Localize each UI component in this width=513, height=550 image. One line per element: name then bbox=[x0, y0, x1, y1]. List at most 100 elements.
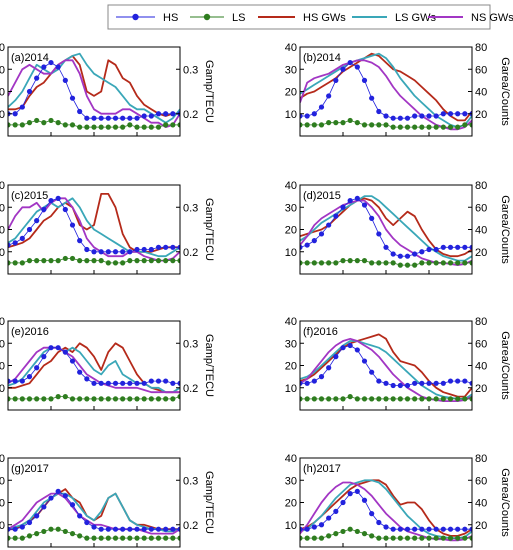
point-hs bbox=[55, 64, 61, 70]
y-right-tick-label: 60 bbox=[475, 202, 487, 214]
point-ls bbox=[447, 260, 454, 266]
point-ls bbox=[112, 396, 119, 402]
y-right-tick-label: 20 bbox=[475, 383, 487, 395]
y-left-tick-label: 10 bbox=[285, 383, 297, 395]
point-ls bbox=[55, 394, 61, 400]
series-line-hs-gws bbox=[8, 488, 180, 531]
point-ls bbox=[354, 528, 360, 535]
legend-item-hs-gws: HS GWs bbox=[258, 12, 346, 24]
point-ls bbox=[300, 122, 303, 128]
point-ls bbox=[77, 533, 83, 539]
point-hs bbox=[369, 511, 375, 517]
point-ls bbox=[369, 396, 375, 402]
point-ls bbox=[148, 396, 154, 402]
legend-item-hs: HS bbox=[116, 12, 178, 24]
point-hs bbox=[77, 238, 83, 244]
plot-area bbox=[300, 333, 472, 403]
point-ls bbox=[469, 535, 472, 541]
point-ls bbox=[91, 535, 97, 541]
point-hs bbox=[98, 380, 104, 386]
point-hs bbox=[383, 380, 389, 386]
point-ls bbox=[447, 535, 454, 541]
point-hs bbox=[148, 246, 154, 253]
point-hs bbox=[155, 378, 162, 384]
point-ls bbox=[311, 122, 317, 128]
point-ls bbox=[177, 535, 180, 541]
point-ls bbox=[426, 396, 432, 402]
point-hs bbox=[469, 244, 472, 250]
legend-item-ls-gws: LS GWs bbox=[352, 12, 436, 24]
point-ls bbox=[77, 258, 83, 264]
point-hs bbox=[170, 111, 176, 117]
point-hs bbox=[354, 488, 360, 494]
y-right-tick-label: 0.2 bbox=[183, 520, 198, 532]
point-hs bbox=[127, 249, 133, 255]
point-hs bbox=[91, 380, 97, 386]
point-ls bbox=[112, 124, 119, 130]
y-right-axis-label: Gamp/TECU bbox=[203, 198, 215, 261]
y-right-axis-label: Garea/Counts bbox=[499, 57, 511, 126]
point-ls bbox=[318, 535, 325, 541]
point-ls bbox=[105, 535, 111, 541]
y-left-tick-label: 40 bbox=[285, 180, 297, 192]
point-ls bbox=[12, 535, 18, 541]
point-hs bbox=[333, 77, 339, 83]
point-ls bbox=[141, 396, 147, 402]
point-ls bbox=[26, 533, 33, 539]
point-ls bbox=[300, 396, 303, 402]
point-ls bbox=[304, 396, 310, 402]
point-ls bbox=[404, 124, 411, 130]
panel-label: (a)2014 bbox=[11, 52, 49, 64]
point-hs bbox=[62, 493, 68, 499]
panel-label: (d)2015 bbox=[303, 190, 341, 202]
series-line-hs-gws bbox=[8, 192, 180, 253]
y-left-tick-label: 10 bbox=[285, 109, 297, 121]
point-ls bbox=[404, 262, 411, 268]
panel-label: (h)2017 bbox=[303, 463, 341, 475]
point-ls bbox=[91, 124, 97, 130]
point-hs bbox=[447, 378, 454, 384]
panel-d: 10 20 30 40 20 40 60 80 Garea/Counts (d)2015 bbox=[285, 180, 511, 275]
y-left-tick-label: 30 bbox=[0, 338, 5, 350]
point-ls bbox=[120, 260, 126, 266]
point-ls bbox=[8, 535, 11, 541]
point-ls bbox=[91, 258, 97, 264]
point-ls bbox=[433, 396, 439, 402]
y-left-tick-label: 40 bbox=[285, 42, 297, 54]
point-ls bbox=[155, 124, 162, 130]
panel-label: (c)2015 bbox=[11, 190, 48, 202]
point-ls bbox=[440, 396, 446, 402]
series-line-ls-gws bbox=[8, 346, 180, 394]
point-ls bbox=[447, 124, 454, 130]
point-hs bbox=[304, 380, 310, 386]
point-hs bbox=[326, 93, 332, 99]
legend-label: HS bbox=[163, 12, 178, 24]
point-hs bbox=[318, 374, 325, 380]
point-hs bbox=[340, 66, 346, 72]
point-ls bbox=[19, 122, 25, 128]
point-hs bbox=[19, 378, 25, 384]
series-line-ls-gws bbox=[300, 52, 472, 128]
point-ls bbox=[170, 396, 176, 402]
point-ls bbox=[34, 531, 40, 537]
y-left-tick-label: 20 bbox=[285, 498, 297, 510]
point-ls bbox=[170, 258, 176, 264]
point-ls bbox=[155, 258, 162, 264]
point-hs bbox=[84, 376, 90, 382]
point-ls bbox=[170, 535, 176, 541]
point-ls bbox=[62, 394, 68, 400]
point-ls bbox=[440, 260, 446, 266]
point-ls bbox=[84, 124, 90, 130]
series-line-ls-gws bbox=[8, 52, 180, 124]
point-ls bbox=[141, 258, 147, 264]
point-ls bbox=[304, 122, 310, 128]
series-line-ns-gws bbox=[300, 337, 472, 403]
y-right-tick-label: 0.3 bbox=[183, 338, 198, 350]
panel-label: (e)2016 bbox=[11, 326, 49, 338]
point-ls bbox=[340, 258, 346, 264]
y-right-tick-label: 60 bbox=[475, 475, 487, 487]
point-hs bbox=[397, 115, 403, 121]
point-ls bbox=[455, 260, 461, 266]
point-hs bbox=[26, 374, 33, 380]
